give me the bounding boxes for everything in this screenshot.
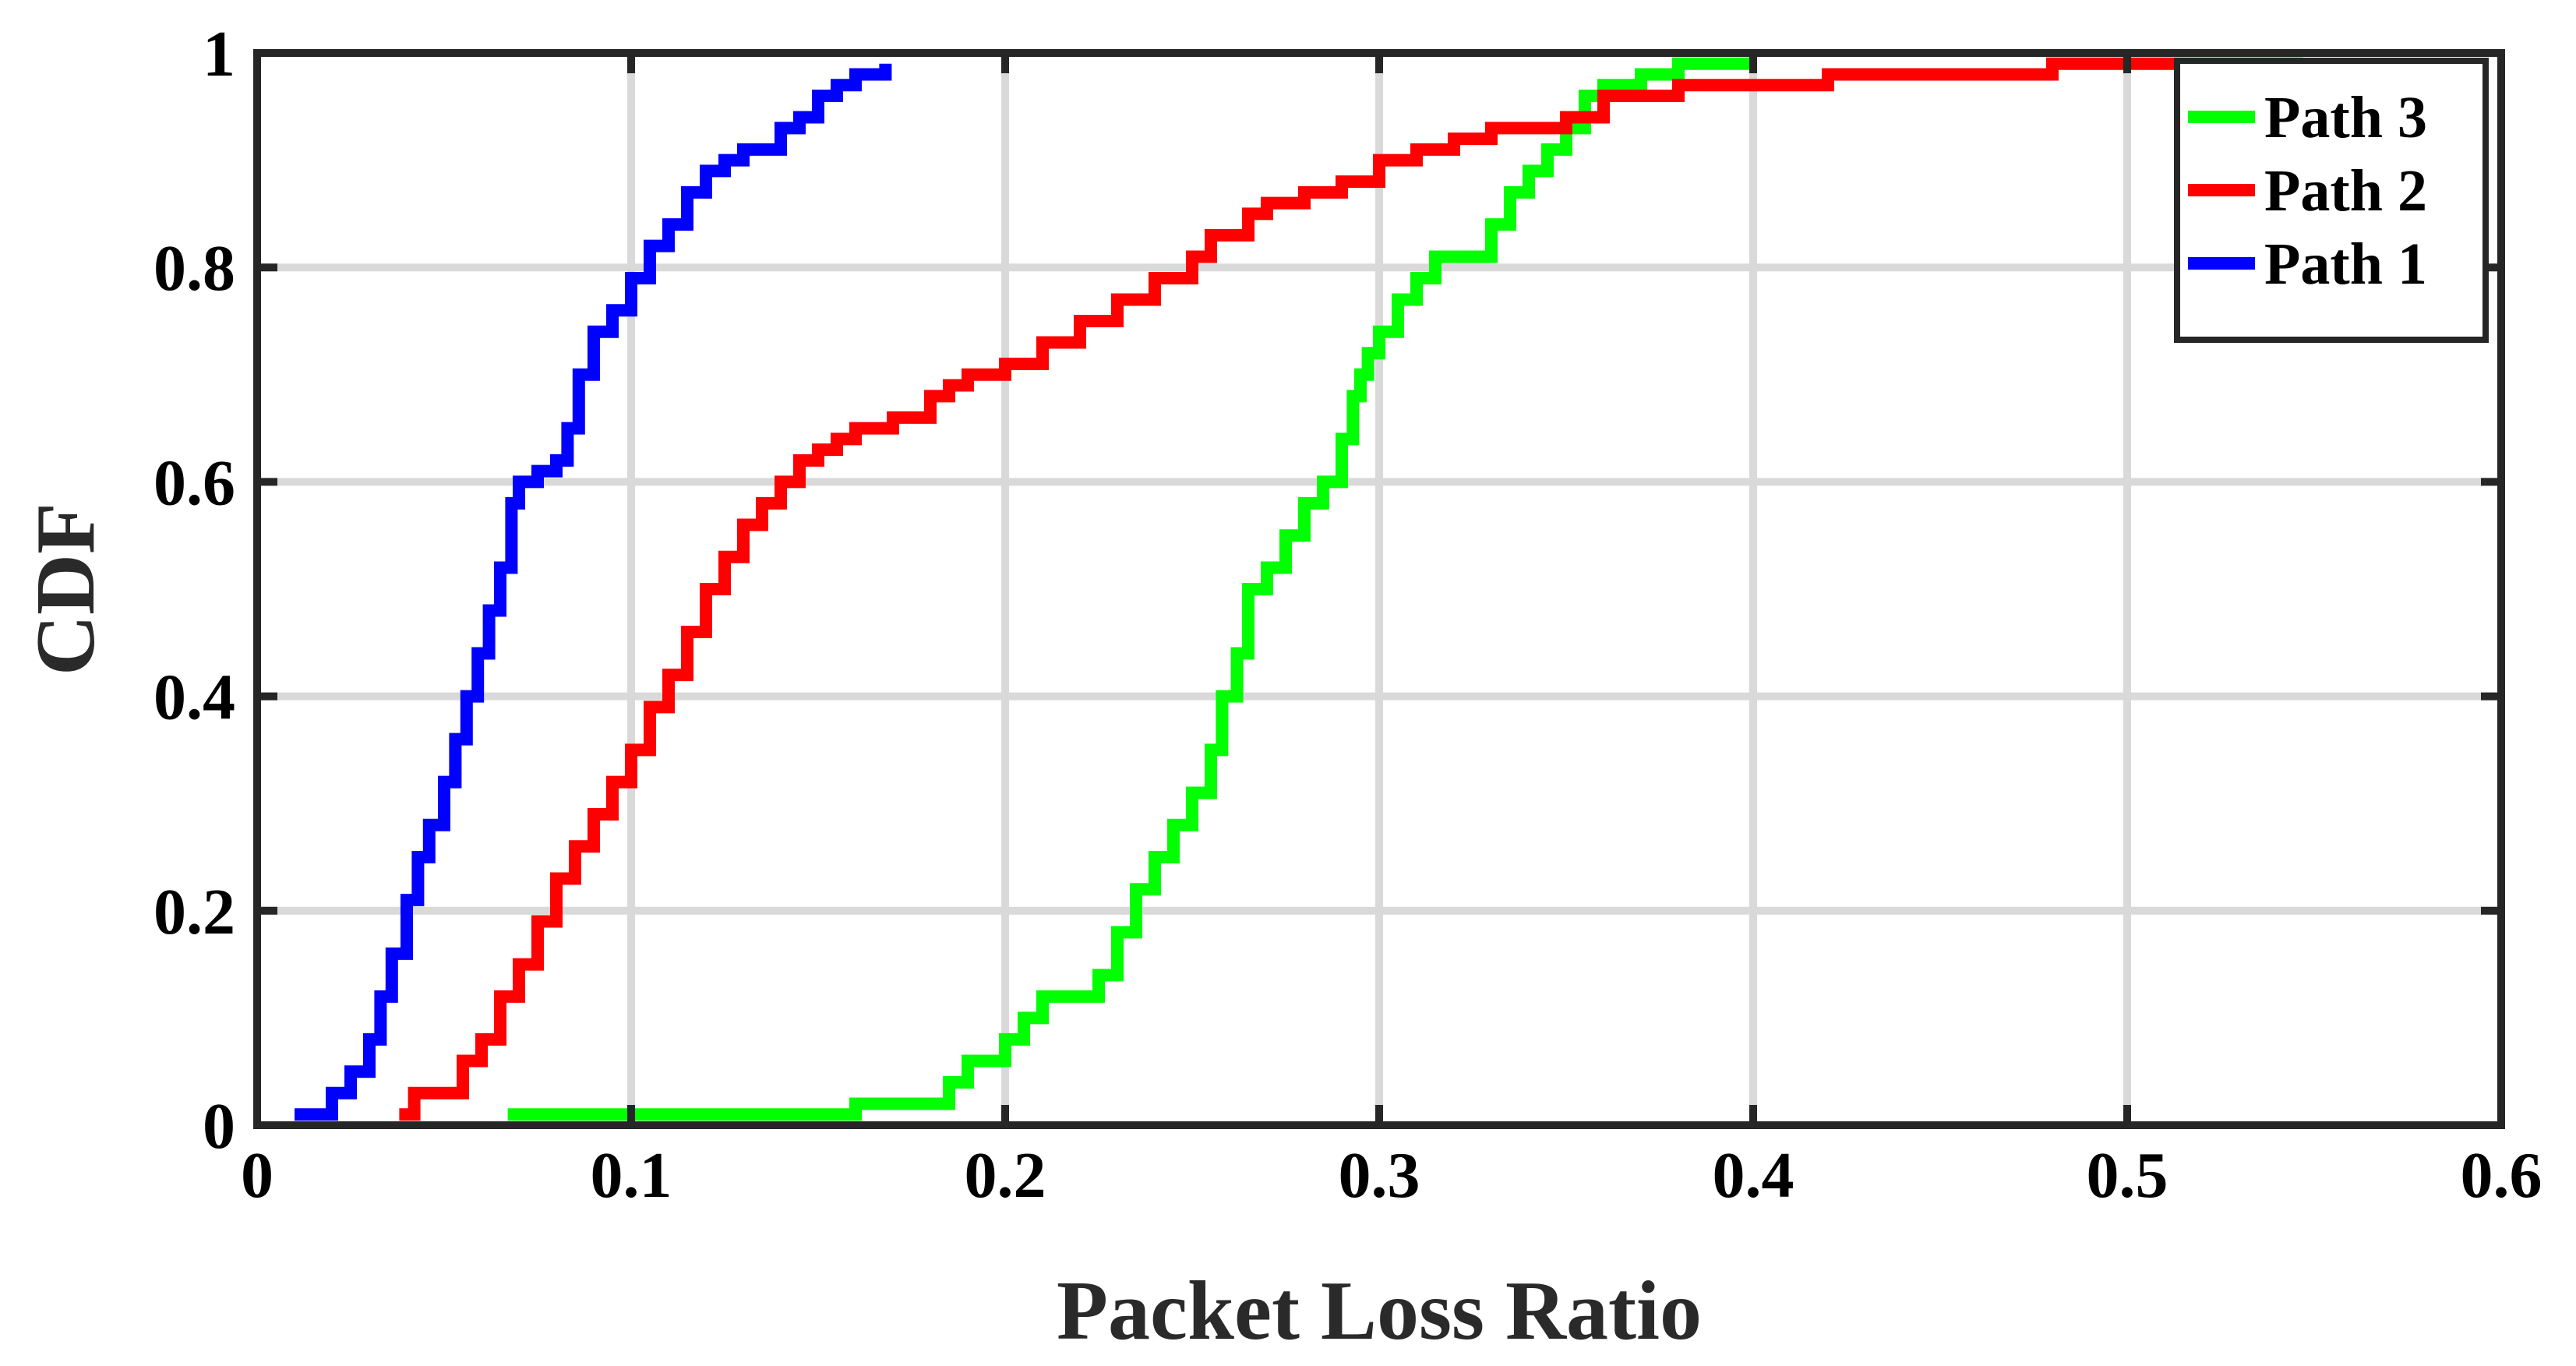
legend-label: Path 1 <box>2264 231 2427 297</box>
plot-series <box>295 57 2303 1121</box>
y-tick-label: 0.2 <box>154 876 235 948</box>
x-tick-label: 0.1 <box>591 1139 672 1212</box>
y-tick-label: 0.4 <box>154 662 235 734</box>
series-line-path-3 <box>295 63 892 1121</box>
legend-label: Path 3 <box>2264 85 2427 150</box>
x-tick-label: 0.4 <box>1713 1139 1794 1212</box>
legend: Path 3 Path 2 Path 1 <box>2174 58 2489 343</box>
legend-box <box>2174 58 2489 343</box>
grid <box>257 53 2501 1125</box>
y-axis-title: CDF <box>19 503 112 676</box>
y-tick-label: 1 <box>203 18 235 90</box>
y-tick-label: 0.6 <box>154 447 235 519</box>
x-axis-title: Packet Loss Ratio <box>1057 1265 1702 1357</box>
x-tick-label: 0.6 <box>2461 1139 2542 1212</box>
y-tick-label: 0 <box>203 1090 235 1163</box>
x-tick-label: 0 <box>241 1139 273 1212</box>
x-tick-label: 0.2 <box>965 1139 1046 1212</box>
legend-label: Path 2 <box>2264 158 2427 224</box>
series-line-path-1 <box>507 57 1753 1121</box>
series-line-path-2 <box>399 57 2303 1121</box>
x-tick-label: 0.5 <box>2087 1139 2168 1212</box>
x-tick-label: 0.3 <box>1339 1139 1420 1212</box>
axis-ticks: 0 0.1 0.2 0.3 0.4 0.5 0.6 0 0.2 0.4 0.6 0.8 1 <box>154 18 2542 1212</box>
y-tick-label: 0.8 <box>154 232 235 305</box>
